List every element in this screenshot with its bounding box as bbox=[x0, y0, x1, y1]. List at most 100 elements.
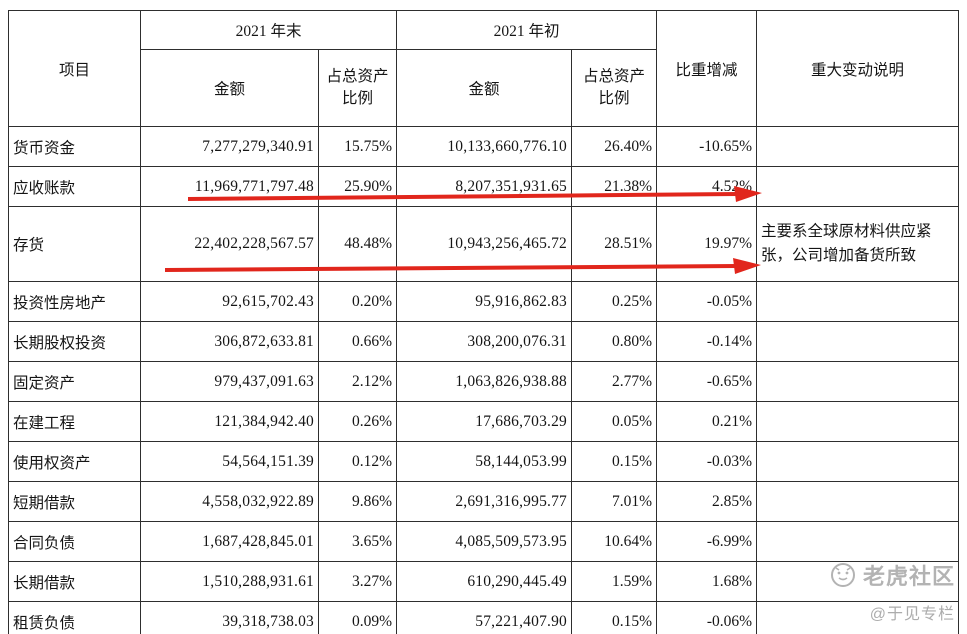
table-row-fixed-assets: 固定资产 979,437,091.63 2.12% 1,063,826,938.… bbox=[8, 361, 960, 402]
header-item: 项目 bbox=[8, 10, 141, 127]
ratio-begin-cell: 0.15% bbox=[571, 601, 658, 634]
note-cell bbox=[756, 281, 960, 322]
watermark-brand: 老虎社区 bbox=[830, 559, 955, 591]
tiger-logo-icon bbox=[830, 562, 856, 588]
ratio-begin-cell: 0.80% bbox=[571, 321, 658, 362]
ratio-begin-cell: 7.01% bbox=[571, 481, 658, 522]
amount-begin-cell: 308,200,076.31 bbox=[396, 321, 573, 362]
ratio-end-cell: 2.12% bbox=[317, 361, 398, 402]
table-row-short-term-borrowings: 短期借款 4,558,032,922.89 9.86% 2,691,316,99… bbox=[8, 481, 960, 522]
watermark-brand-text: 老虎社区 bbox=[862, 564, 955, 589]
row-item-label: 合同负债 bbox=[8, 521, 141, 562]
ratio-begin-cell: 1.59% bbox=[571, 561, 658, 602]
ratio-end-cell: 3.27% bbox=[317, 561, 398, 602]
change-cell: 2.85% bbox=[656, 481, 758, 522]
header-ratio-begin: 占总资产 比例 bbox=[571, 49, 658, 127]
ratio-begin-cell: 21.38% bbox=[571, 166, 658, 207]
header-row-1: 项目 2021 年末 2021 年初 比重增减 重大变动说明 bbox=[8, 10, 960, 127]
header-change: 比重增减 bbox=[656, 10, 758, 127]
watermark: 老虎社区 @于见专栏 bbox=[830, 559, 955, 624]
change-cell: 19.97% bbox=[656, 206, 758, 282]
ratio-begin-cell: 0.15% bbox=[571, 441, 658, 482]
table-row-contract-liabilities: 合同负债 1,687,428,845.01 3.65% 4,085,509,57… bbox=[8, 521, 960, 562]
amount-end-cell: 11,969,771,797.48 bbox=[140, 166, 319, 207]
ratio-end-cell: 25.90% bbox=[317, 166, 398, 207]
header-ratio-end: 占总资产 比例 bbox=[317, 49, 398, 127]
ratio-begin-cell: 2.77% bbox=[571, 361, 658, 402]
row-item-label: 存货 bbox=[8, 206, 141, 282]
note-cell bbox=[756, 481, 960, 522]
table-row-lease-liabilities: 租赁负债 39,318,738.03 0.09% 57,221,407.90 0… bbox=[8, 601, 960, 634]
header-row-2: 金额 占总资产 比例 金额 占总资产 比例 bbox=[9, 49, 959, 127]
row-item-label: 固定资产 bbox=[8, 361, 141, 402]
row-item-label: 使用权资产 bbox=[8, 441, 141, 482]
header-period-end: 2021 年末 bbox=[139, 10, 398, 50]
ratio-end-cell: 3.65% bbox=[317, 521, 398, 562]
row-item-label: 短期借款 bbox=[8, 481, 141, 522]
ratio-begin-cell: 0.05% bbox=[571, 401, 658, 442]
header-note: 重大变动说明 bbox=[756, 10, 960, 127]
note-cell bbox=[756, 401, 960, 442]
amount-begin-cell: 95,916,862.83 bbox=[396, 281, 573, 322]
change-cell: -6.99% bbox=[656, 521, 758, 562]
ratio-end-cell: 0.20% bbox=[317, 281, 398, 322]
table-row-construction-in-progress: 在建工程 121,384,942.40 0.26% 17,686,703.29 … bbox=[8, 401, 960, 442]
table-row-monetary-funds: 货币资金 7,277,279,340.91 15.75% 10,133,660,… bbox=[8, 126, 960, 167]
row-item-label: 应收账款 bbox=[8, 166, 141, 207]
ratio-begin-cell: 10.64% bbox=[571, 521, 658, 562]
amount-end-cell: 4,558,032,922.89 bbox=[140, 481, 319, 522]
note-cell bbox=[756, 441, 960, 482]
change-cell: -10.65% bbox=[656, 126, 758, 167]
amount-end-cell: 1,510,288,931.61 bbox=[140, 561, 319, 602]
note-cell bbox=[756, 561, 960, 602]
table-row-long-term-borrowings: 长期借款 1,510,288,931.61 3.27% 610,290,445.… bbox=[8, 561, 960, 602]
row-item-label: 长期股权投资 bbox=[8, 321, 141, 362]
amount-begin-cell: 2,691,316,995.77 bbox=[396, 481, 573, 522]
note-cell bbox=[756, 521, 960, 562]
row-item-label: 投资性房地产 bbox=[8, 281, 141, 322]
table-row-accounts-receivable: 应收账款 11,969,771,797.48 25.90% 8,207,351,… bbox=[8, 166, 960, 207]
header-amount-begin: 金额 bbox=[396, 49, 573, 127]
change-cell: -0.05% bbox=[656, 281, 758, 322]
ratio-begin-cell: 26.40% bbox=[571, 126, 658, 167]
ratio-label-line1: 占总资产 bbox=[583, 67, 646, 85]
amount-begin-cell: 57,221,407.90 bbox=[396, 601, 573, 634]
amount-begin-cell: 4,085,509,573.95 bbox=[396, 521, 573, 562]
change-cell: -0.65% bbox=[656, 361, 758, 402]
table-row-investment-property: 投资性房地产 92,615,702.43 0.20% 95,916,862.83… bbox=[8, 281, 960, 322]
amount-end-cell: 7,277,279,340.91 bbox=[140, 126, 319, 167]
amount-end-cell: 54,564,151.39 bbox=[140, 441, 319, 482]
balance-sheet-table: 项目 2021 年末 2021 年初 比重增减 重大变动说明 金额 占总资产 比… bbox=[8, 10, 960, 634]
amount-begin-cell: 1,063,826,938.88 bbox=[396, 361, 573, 402]
change-cell: -0.14% bbox=[656, 321, 758, 362]
ratio-begin-cell: 0.25% bbox=[571, 281, 658, 322]
row-item-label: 租赁负债 bbox=[8, 601, 141, 634]
ratio-end-cell: 15.75% bbox=[317, 126, 398, 167]
amount-end-cell: 979,437,091.63 bbox=[140, 361, 319, 402]
note-cell bbox=[756, 126, 960, 167]
ratio-label-line2: 比例 bbox=[598, 90, 630, 107]
change-cell: 0.21% bbox=[656, 401, 758, 442]
table-row-inventory: 存货 22,402,228,567.57 48.48% 10,943,256,4… bbox=[8, 206, 960, 282]
note-cell bbox=[756, 321, 960, 362]
amount-begin-cell: 58,144,053.99 bbox=[396, 441, 573, 482]
row-item-label: 长期借款 bbox=[8, 561, 141, 602]
change-cell: -0.03% bbox=[656, 441, 758, 482]
note-cell bbox=[756, 361, 960, 402]
note-cell bbox=[756, 601, 960, 634]
amount-end-cell: 121,384,942.40 bbox=[140, 401, 319, 442]
change-cell: -0.06% bbox=[656, 601, 758, 634]
amount-end-cell: 39,318,738.03 bbox=[140, 601, 319, 634]
change-cell: 1.68% bbox=[656, 561, 758, 602]
ratio-end-cell: 48.48% bbox=[317, 206, 398, 282]
amount-begin-cell: 10,943,256,465.72 bbox=[396, 206, 573, 282]
ratio-end-cell: 0.26% bbox=[317, 401, 398, 442]
note-cell bbox=[756, 166, 960, 207]
ratio-label-line2: 比例 bbox=[342, 90, 374, 107]
ratio-end-cell: 0.12% bbox=[317, 441, 398, 482]
ratio-end-cell: 9.86% bbox=[317, 481, 398, 522]
amount-end-cell: 1,687,428,845.01 bbox=[140, 521, 319, 562]
ratio-end-cell: 0.66% bbox=[317, 321, 398, 362]
amount-begin-cell: 8,207,351,931.65 bbox=[396, 166, 573, 207]
